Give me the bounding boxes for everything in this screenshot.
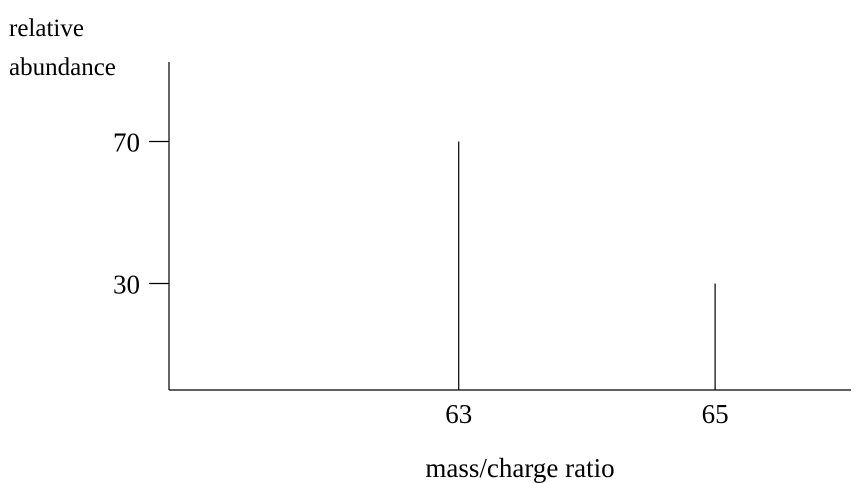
y-tick-label-70: 70 xyxy=(113,128,140,158)
y-axis-title: relative abundance xyxy=(9,15,116,81)
y-ticks: 70 30 xyxy=(113,128,169,300)
x-tick-label-63: 63 xyxy=(445,399,472,429)
x-tick-label-65: 65 xyxy=(702,399,729,429)
y-axis-title-line-2: abundance xyxy=(9,54,116,81)
x-ticks: 63 65 xyxy=(445,399,728,429)
bars xyxy=(458,141,716,390)
y-tick-label-30: 30 xyxy=(113,270,140,300)
x-axis-label: mass/charge ratio xyxy=(425,453,614,483)
y-axis-title-line-1: relative xyxy=(9,15,84,42)
